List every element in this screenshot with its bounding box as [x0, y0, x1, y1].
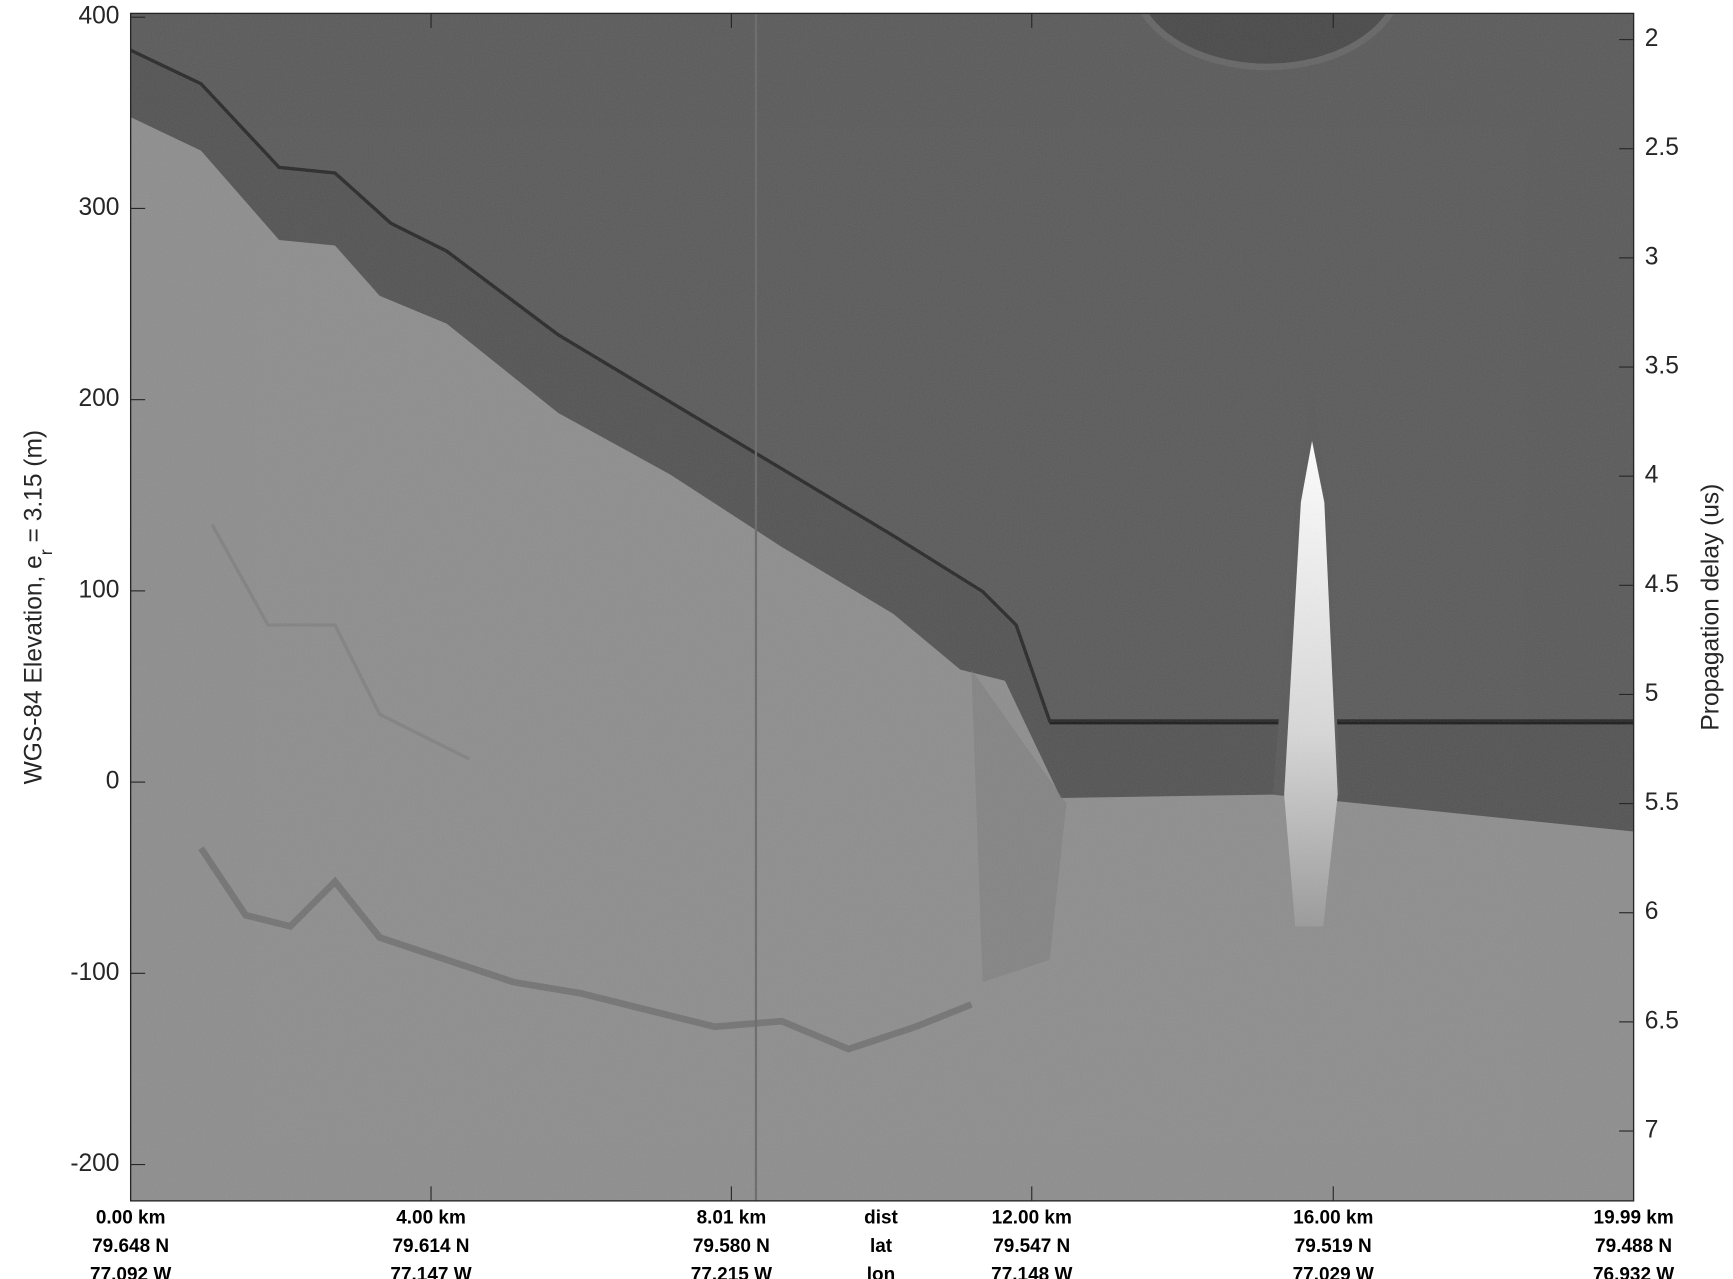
bottom-label: 0.00 km [96, 1208, 166, 1229]
bottom-label: 79.547 N [993, 1236, 1070, 1257]
bottom-label: 16.00 km [1293, 1208, 1373, 1229]
bottom-label: 79.519 N [1295, 1236, 1372, 1257]
y2-tick-label: 3 [1645, 243, 1659, 270]
y2-tick-label: 6 [1645, 898, 1659, 925]
y-tick-label: 300 [78, 194, 119, 221]
row-name: lat [870, 1236, 893, 1257]
y-axis-label: WGS-84 Elevation, er = 3.15 (m) [21, 430, 55, 784]
y-tick-label: -100 [70, 959, 119, 986]
row-name: dist [864, 1208, 898, 1229]
y-tick-label: 100 [78, 576, 119, 603]
echogram [130, 13, 1634, 1201]
bottom-label: 19.99 km [1594, 1208, 1674, 1229]
bottom-label: 79.648 N [92, 1236, 169, 1257]
y-tick-label: 200 [78, 385, 119, 412]
y2-tick-label: 2.5 [1645, 134, 1679, 161]
x-tick-marks [430, 13, 1334, 1201]
bottom-label: 79.614 N [393, 1236, 470, 1257]
y-tick-label: 400 [78, 3, 119, 30]
y2-tick-label: 2 [1645, 25, 1659, 52]
bottom-label: 77.148 W [991, 1265, 1072, 1279]
bottom-label: 77.215 W [691, 1265, 772, 1279]
y2-axis-label: Propagation delay (us) [1697, 484, 1724, 731]
y2-tick-label: 4.5 [1645, 571, 1679, 598]
y-tick-label: 0 [106, 768, 120, 795]
y-tick-label: -200 [70, 1150, 119, 1177]
plot-frame [129, 12, 1635, 1202]
row-name: lon [867, 1265, 895, 1279]
y2-tick-label: 3.5 [1645, 353, 1679, 380]
y-label-text: = 3.15 (m) [21, 430, 48, 549]
bottom-label: 77.092 W [90, 1265, 171, 1279]
y2-tick-label: 6.5 [1645, 1007, 1679, 1034]
y2-tick-label: 5 [1645, 680, 1659, 707]
y-label-text: WGS-84 Elevation, e [21, 555, 48, 784]
y2-tick-label: 5.5 [1645, 789, 1679, 816]
bottom-label: 79.580 N [693, 1236, 770, 1257]
bottom-label: 76.932 W [1593, 1265, 1674, 1279]
bottom-label: 79.488 N [1595, 1236, 1672, 1257]
bottom-label: 12.00 km [992, 1208, 1072, 1229]
y2-tick-label: 4 [1645, 462, 1659, 489]
bottom-label: 77.147 W [390, 1265, 471, 1279]
bottom-label: 4.00 km [396, 1208, 466, 1229]
bottom-label: 8.01 km [697, 1208, 767, 1229]
y-label-subscript: r [36, 549, 56, 555]
bottom-label: 77.029 W [1293, 1265, 1374, 1279]
y2-tick-label: 7 [1645, 1117, 1659, 1144]
